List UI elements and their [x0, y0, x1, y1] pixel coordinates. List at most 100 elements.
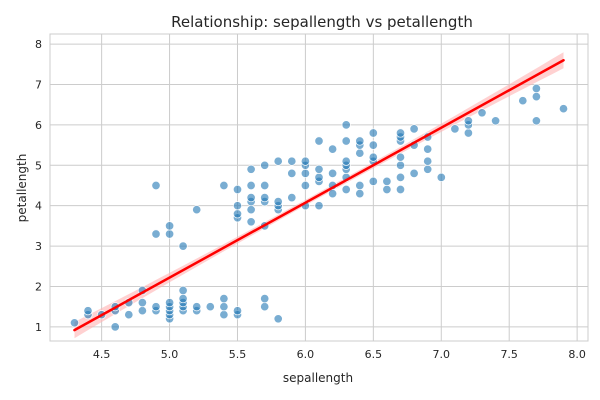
data-point — [355, 136, 365, 146]
y-tick-label: 7 — [35, 78, 42, 91]
data-point — [219, 294, 229, 304]
data-point — [178, 285, 188, 296]
data-point — [423, 164, 433, 174]
data-point — [382, 176, 392, 186]
data-point — [395, 172, 406, 182]
data-point — [246, 205, 256, 215]
data-point — [314, 201, 324, 211]
data-point — [409, 124, 419, 134]
y-tick-label: 4 — [35, 200, 42, 213]
data-point — [165, 229, 175, 239]
data-point — [165, 221, 175, 231]
data-point — [341, 136, 351, 146]
data-point — [151, 180, 161, 191]
data-point — [355, 180, 365, 191]
data-point — [192, 302, 202, 312]
y-tick-label: 6 — [35, 119, 42, 132]
data-point — [287, 193, 297, 203]
y-tick-labels: 1 2 3 4 5 6 7 8 — [35, 38, 42, 334]
data-point — [314, 164, 324, 174]
data-point — [395, 184, 406, 195]
regression-line — [73, 59, 565, 332]
data-point — [137, 298, 147, 308]
data-point — [341, 120, 351, 130]
data-point — [205, 302, 215, 312]
x-tick-label: 5.5 — [229, 348, 247, 361]
data-point — [232, 201, 243, 211]
data-point — [382, 184, 392, 195]
x-tick-label: 8.0 — [568, 348, 586, 361]
data-point — [246, 180, 256, 191]
data-point — [300, 156, 310, 166]
data-point — [287, 156, 297, 166]
data-point — [328, 144, 338, 154]
data-point — [450, 124, 460, 134]
y-tick-label: 5 — [35, 159, 42, 172]
data-point — [368, 176, 378, 186]
x-tick-label: 4.5 — [93, 348, 111, 361]
data-point — [395, 152, 406, 162]
data-point — [409, 168, 419, 178]
data-point — [273, 197, 283, 207]
data-point — [110, 322, 120, 332]
data-point — [368, 128, 378, 138]
data-point — [518, 96, 528, 106]
x-tick-label: 6.0 — [297, 348, 315, 361]
data-point — [124, 310, 134, 320]
x-tick-label: 7.0 — [433, 348, 451, 361]
regression-line-layer — [73, 59, 565, 332]
data-point — [137, 306, 147, 316]
data-point — [423, 144, 433, 154]
data-point — [260, 294, 270, 304]
chart-title: Relationship: sepallength vs petallength — [171, 13, 473, 31]
data-point — [260, 160, 270, 170]
data-point — [178, 294, 188, 304]
data-point — [368, 152, 378, 162]
data-point — [232, 306, 243, 316]
data-point — [368, 140, 378, 150]
y-tick-label: 3 — [35, 240, 42, 253]
data-point — [314, 172, 324, 182]
data-point — [219, 310, 229, 320]
data-point — [423, 156, 433, 166]
data-point — [69, 318, 80, 328]
data-point — [151, 229, 161, 239]
data-point — [273, 314, 283, 324]
data-point — [219, 302, 229, 312]
data-point — [192, 205, 202, 215]
x-tick-label: 5.0 — [161, 348, 179, 361]
data-point — [328, 168, 338, 178]
data-point — [436, 172, 446, 182]
y-tick-label: 1 — [35, 321, 42, 334]
data-point — [463, 116, 473, 126]
data-point — [246, 217, 256, 227]
data-point — [246, 193, 256, 203]
data-point — [531, 116, 541, 126]
plot-frame — [49, 33, 589, 342]
data-point — [531, 83, 541, 94]
x-tick-labels: 4.5 5.0 5.5 6.0 6.5 7.0 7.5 8.0 — [93, 348, 586, 361]
data-point — [165, 298, 175, 308]
data-point — [178, 241, 188, 251]
x-tick-label: 6.5 — [365, 348, 383, 361]
points-layer — [69, 83, 569, 332]
data-point — [83, 306, 93, 316]
data-point — [463, 128, 473, 138]
data-point — [273, 156, 283, 166]
y-tick-label: 2 — [35, 280, 42, 293]
data-point — [232, 184, 243, 195]
data-point — [260, 302, 270, 312]
data-point — [246, 164, 256, 174]
y-tick-label: 8 — [35, 38, 42, 51]
data-point — [341, 156, 351, 166]
data-point — [341, 184, 351, 195]
data-point — [477, 108, 487, 118]
data-point — [395, 128, 406, 138]
data-point — [355, 148, 365, 158]
data-point — [287, 168, 297, 178]
data-point — [260, 180, 270, 191]
data-point — [260, 193, 270, 203]
x-axis-label: sepallength — [283, 371, 353, 385]
data-point — [491, 116, 501, 126]
